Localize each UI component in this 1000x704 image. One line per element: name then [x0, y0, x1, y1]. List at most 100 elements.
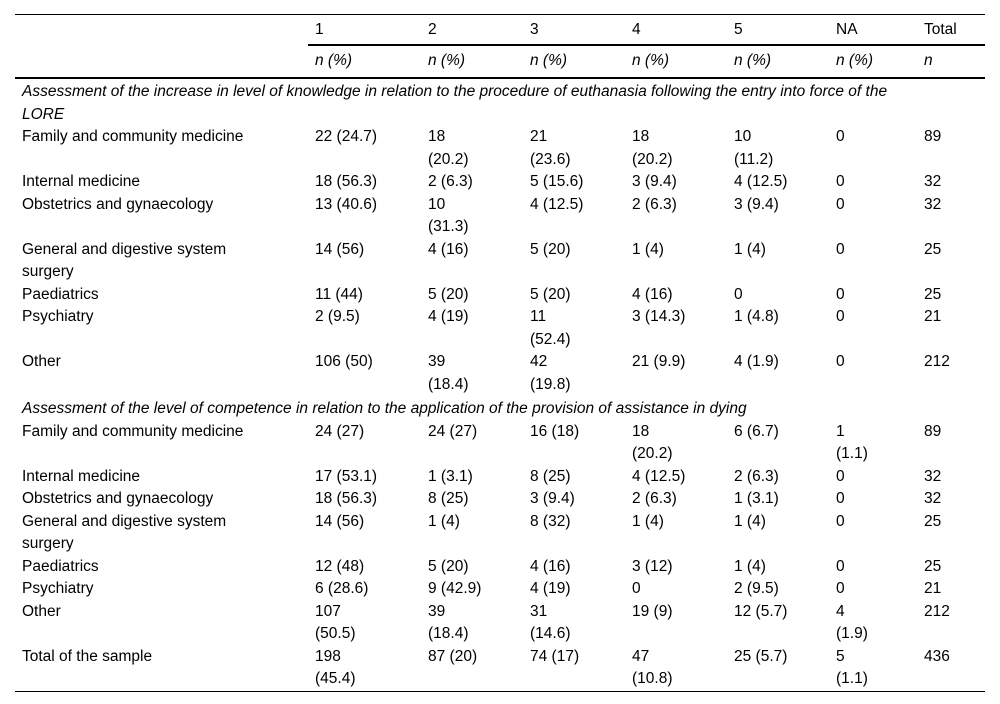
header-col-2: 2 [421, 14, 523, 46]
cell-value: 39 (18.4) [428, 353, 469, 393]
cell-value: 4 (12.5) [632, 467, 686, 485]
cell-value: 5 (20) [428, 285, 469, 303]
cell-value: 1 (4) [734, 512, 766, 530]
cell-value: 10 (11.2) [734, 128, 774, 168]
header-row: 1 2 3 4 5 NA Total [15, 14, 985, 46]
cell-value: 8 (25) [530, 467, 571, 485]
row-label: Obstetrics and gynaecology [22, 490, 214, 507]
cell-value: 3 (9.4) [530, 490, 575, 507]
cell-value: 25 [924, 557, 942, 575]
cell-value: 24 (27) [428, 422, 478, 440]
row-label: Psychiatry [22, 580, 94, 597]
cell-value: 5 (20) [530, 285, 571, 303]
header-empty-cell [15, 15, 308, 45]
cell-value: 4 (16) [530, 557, 571, 575]
cell-value: 212 [924, 602, 950, 620]
cell-value: 4 (19) [530, 580, 571, 597]
row-label: Psychiatry [22, 308, 94, 325]
cell-value: 0 [836, 308, 845, 325]
cell-value: 11 (52.4) [530, 308, 571, 348]
header-col-1: 1 [308, 14, 421, 46]
cell-value: 14 (56) [315, 512, 365, 530]
table-row: Other 107 (50.5) 39 (18.4) 31 (14.6) 19 (9) 1… [15, 601, 985, 646]
row-label: Total of the sample [22, 647, 153, 665]
subheader-row: n (%) n (%) n (%) n (%) n (%) n (%) n [15, 44, 985, 79]
cell-value: 0 [836, 240, 845, 258]
cell-value: 1 (3.1) [428, 467, 473, 485]
cell-value: 47 (10.8) [632, 647, 673, 688]
cell-value: 0 [836, 173, 845, 190]
cell-value: 106 (50) [315, 353, 373, 370]
cell-value: 2 (6.3) [428, 173, 473, 190]
cell-value: 18 (20.2) [428, 128, 469, 168]
table-row: Internal medicine 17 (53.1) 1 (3.1) 8 (25) 4… [15, 466, 985, 489]
header-col-5: 5 [727, 14, 829, 46]
cell-value: 0 [836, 467, 845, 485]
subheader-col-4: n (%) [625, 44, 727, 79]
cell-value: 13 (40.6) [315, 195, 378, 213]
cell-value: 25 [924, 285, 942, 303]
section-title: Assessment of the increase in level of k… [22, 83, 888, 123]
cell-value: 18 (56.3) [315, 173, 378, 190]
cell-value: 31 (14.6) [530, 602, 571, 643]
document-page: 1 2 3 4 5 NA Total n (%) n (%) n (%) n (… [0, 14, 1000, 704]
cell-value: 4 (1.9) [836, 602, 868, 643]
row-label: Paediatrics [22, 557, 99, 575]
cell-value: 6 (6.7) [734, 422, 779, 440]
cell-value: 74 (17) [530, 647, 580, 665]
section-title: Assessment of the level of competence in… [22, 400, 747, 417]
cell-value: 4 (12.5) [530, 195, 584, 213]
cell-value: 18 (56.3) [315, 490, 378, 507]
table-row: Family and community medicine 22 (24.7) 18… [15, 126, 985, 171]
cell-value: 22 (24.7) [315, 128, 378, 145]
subheader-col-total: n [917, 44, 985, 79]
row-label: Obstetrics and gynaecology [22, 195, 214, 213]
cell-value: 5 (20) [530, 240, 571, 258]
cell-value: 0 [836, 512, 845, 530]
cell-value: 11 (44) [315, 285, 363, 303]
table-row: Family and community medicine 24 (27) 24 (… [15, 421, 985, 466]
cell-value: 4 (16) [428, 240, 469, 258]
cell-value: 0 [632, 580, 641, 597]
cell-value: 21 (9.9) [632, 353, 686, 370]
cell-value: 4 (19) [428, 308, 469, 325]
cell-value: 1 (4) [734, 240, 766, 258]
row-label: General and digestive system surgery [22, 240, 227, 281]
cell-value: 32 [924, 467, 942, 485]
cell-value: 87 (20) [428, 647, 478, 665]
table-row: Paediatrics 11 (44) 5 (20) 5 (20) 4 (16) 0 0 25 [15, 284, 985, 307]
section-title-row-2: Assessment of the level of competence in… [15, 396, 985, 421]
cell-value: 12 (5.7) [734, 602, 788, 620]
table-row: Other 106 (50) 39 (18.4) 42 (19.8) 21 (9.9) 4… [15, 351, 985, 396]
cell-value: 0 [836, 557, 845, 575]
subheader-col-1: n (%) [308, 44, 421, 79]
cell-value: 3 (14.3) [632, 308, 686, 325]
cell-value: 0 [836, 195, 845, 213]
cell-value: 1 (4) [632, 512, 664, 530]
row-label: Internal medicine [22, 173, 141, 190]
section-title-row-1: Assessment of the increase in level of k… [15, 78, 985, 126]
cell-value: 2 (6.3) [632, 490, 677, 507]
cell-value: 39 (18.4) [428, 602, 469, 643]
cell-value: 89 [924, 422, 942, 440]
cell-value: 5 (20) [428, 557, 469, 575]
cell-value: 3 (12) [632, 557, 673, 575]
cell-value: 18 (20.2) [632, 422, 673, 463]
cell-value: 2 (6.3) [734, 467, 779, 485]
table-body: Assessment of the increase in level of k… [15, 78, 985, 691]
cell-value: 1 (1.1) [836, 422, 868, 463]
cell-value: 4 (1.9) [734, 353, 779, 370]
table-row: Paediatrics 12 (48) 5 (20) 4 (16) 3 (12) 1 (4… [15, 556, 985, 579]
row-label: Internal medicine [22, 467, 141, 485]
cell-value: 1 (4) [632, 240, 664, 258]
table-row: General and digestive system surgery 14 (… [15, 511, 985, 556]
cell-value: 0 [734, 285, 743, 303]
cell-value: 436 [924, 647, 950, 665]
cell-value: 10 (31.3) [428, 195, 469, 236]
cell-value: 21 [924, 580, 942, 597]
cell-value: 212 [924, 353, 950, 370]
cell-value: 1 (4.8) [734, 308, 779, 325]
subheader-col-na: n (%) [829, 44, 917, 79]
row-label: Family and community medicine [22, 128, 244, 145]
cell-value: 3 (9.4) [632, 173, 677, 190]
